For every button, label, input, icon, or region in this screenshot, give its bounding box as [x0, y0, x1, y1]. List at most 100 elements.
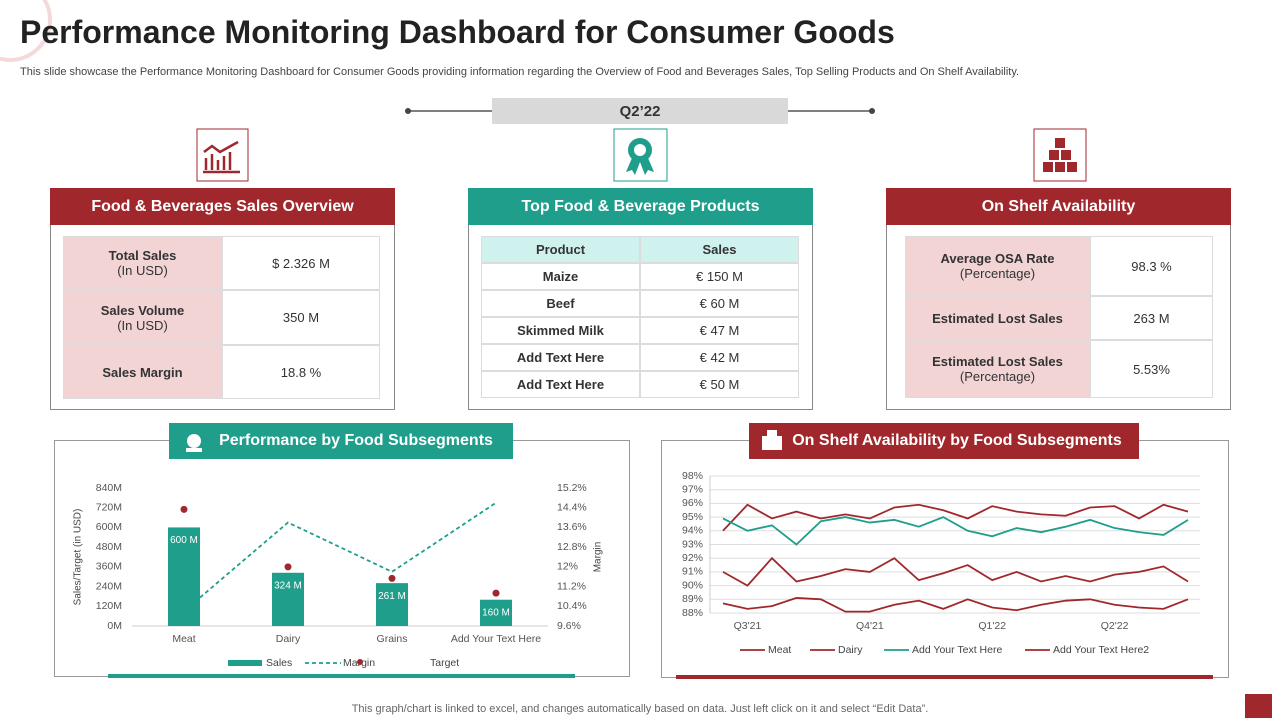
point [492, 589, 500, 597]
column-header: Sales [702, 242, 737, 257]
timeline-dot [869, 108, 875, 114]
accent-bar [676, 675, 1213, 679]
panel-body [886, 225, 1231, 410]
decor-arc [0, 0, 52, 62]
y2-tick-label: 12.8% [557, 541, 587, 553]
panel-header: Food & Beverages Sales Overview [50, 188, 395, 225]
row-value: $ 2.326 M [272, 255, 330, 271]
period: Q2’22 [619, 102, 661, 120]
x-tick-label: Dairy [276, 633, 301, 645]
table-cell: Add Text Here [481, 344, 640, 371]
x-tick-label: Grains [377, 633, 408, 645]
table-cell: Maize [481, 263, 640, 290]
point [388, 574, 396, 582]
x-tick-label: Q3'21 [734, 620, 762, 632]
y-axis-title: Sales/Target (in USD) [73, 509, 84, 606]
y-tick-label: 89% [682, 593, 703, 605]
table-cell: Add Text Here [481, 371, 640, 398]
line [183, 502, 497, 612]
label-cell: Sales Margin [63, 345, 222, 399]
icon-chart [203, 140, 240, 174]
y-tick-label: 720M [96, 501, 122, 513]
row-sublabel: (In USD) [117, 317, 168, 333]
value-cell: 98.3 % [1090, 236, 1213, 296]
table-cell: € 42 M [640, 344, 799, 371]
row-label: Estimated Lost Sales [932, 310, 1063, 326]
line [722, 556, 1189, 587]
line [722, 597, 1189, 613]
bar [168, 527, 200, 626]
value-label: 600 M [170, 535, 198, 546]
y2-axis-title: Margin [593, 542, 604, 573]
row-value: 5.53% [1133, 361, 1170, 377]
timeline-dot [405, 108, 411, 114]
period-box [492, 98, 788, 124]
y-tick-label: 0M [107, 620, 122, 632]
label-cell: Estimated Lost Sales [905, 296, 1090, 340]
bar [480, 599, 512, 626]
table-value: € 50 M [699, 377, 740, 392]
bar [376, 583, 408, 626]
y-tick-label: 120M [96, 600, 122, 612]
legend-label: Add Your Text Here2 [1053, 644, 1149, 656]
table-cell: Beef [481, 290, 640, 317]
row-value: 98.3 % [1131, 258, 1172, 274]
y-tick-label: 91% [682, 566, 703, 578]
chart-title: On Shelf Availability by Food Subsegment… [749, 423, 1139, 459]
legend-label: Target [430, 657, 459, 669]
table-cell: € 50 M [640, 371, 799, 398]
label-cell: Average OSA Rate (Percentage) [905, 236, 1090, 296]
y2-tick-label: 12% [557, 561, 578, 573]
legend-label: Meat [768, 644, 791, 656]
panel-body [468, 225, 813, 410]
y-tick-label: 840M [96, 482, 122, 494]
legend-swatch [357, 659, 363, 665]
value-label: 160 M [482, 607, 510, 618]
value-cell: $ 2.326 M [222, 236, 380, 290]
table-value: € 42 M [699, 350, 740, 365]
table-header-cell: Sales [640, 236, 799, 263]
y2-tick-label: 9.6% [557, 620, 581, 632]
y2-tick-label: 10.4% [557, 600, 587, 612]
y-tick-label: 93% [682, 538, 703, 550]
y-tick-label: 600M [96, 521, 122, 533]
y-tick-label: 98% [682, 470, 703, 482]
label-cell: Sales Volume (In USD) [63, 290, 222, 345]
accent-bar [108, 674, 575, 678]
column-header: Product [535, 242, 586, 257]
table-value: € 150 M [696, 269, 743, 284]
point [284, 563, 292, 571]
row-sublabel: (Percentage) [959, 266, 1036, 281]
table-header-cell: Product [481, 236, 640, 263]
title: Performance Monitoring Dashboard for Con… [20, 14, 895, 50]
bar [272, 572, 304, 626]
legend-label: Dairy [838, 644, 863, 656]
y-tick-label: 97% [682, 483, 703, 495]
point [180, 505, 188, 513]
y-tick-label: 92% [682, 552, 703, 564]
panel-body [50, 225, 395, 410]
row-sublabel: (In USD) [117, 263, 168, 278]
line [722, 503, 1189, 532]
footer-note: This graph/chart is linked to excel, and… [351, 703, 929, 715]
icon-award [626, 138, 654, 175]
panel-header: Top Food & Beverage Products [468, 188, 813, 225]
icon-box [1033, 128, 1087, 182]
table-value: Add Text Here [516, 377, 605, 392]
value-cell: 18.8 % [222, 345, 380, 399]
y-tick-label: 88% [682, 607, 703, 619]
table-cell: € 150 M [640, 263, 799, 290]
y-tick-label: 90% [682, 579, 703, 591]
y2-tick-label: 15.2% [557, 482, 587, 494]
value-cell: 5.53% [1090, 340, 1213, 398]
y-tick-label: 94% [682, 525, 703, 537]
x-tick-label: Q4'21 [856, 620, 884, 632]
value-cell: 350 M [222, 290, 380, 345]
panel-header: On Shelf Availability [886, 188, 1231, 225]
row-value: 350 M [282, 310, 320, 325]
table-value: Add Text Here [516, 350, 605, 365]
corner-square [1245, 694, 1272, 718]
